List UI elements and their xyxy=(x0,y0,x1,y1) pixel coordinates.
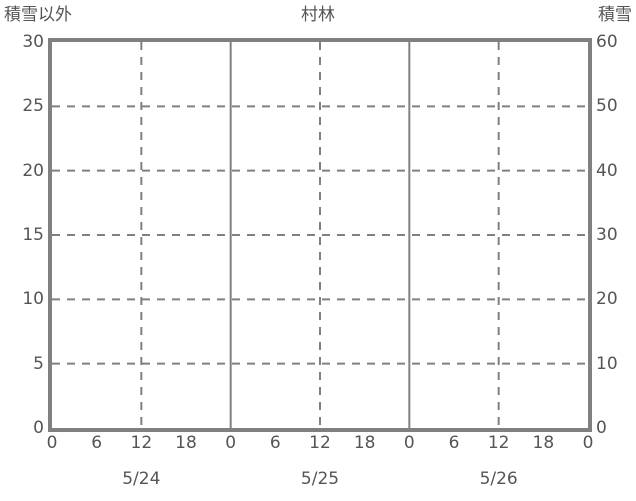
y-right-tick-label: 10 xyxy=(596,353,618,374)
x-date-label: 5/25 xyxy=(300,469,340,489)
x-hour-tick-label: 6 xyxy=(448,433,460,453)
grid-layer xyxy=(52,42,588,428)
gridlines xyxy=(52,42,588,428)
y-left-tick-label: 30 xyxy=(22,32,44,52)
x-hour-tick-label: 6 xyxy=(91,433,103,453)
y-right-tick-label: 0 xyxy=(596,418,607,438)
x-date-label: 5/26 xyxy=(479,469,518,489)
x-hour-tick-label: 0 xyxy=(46,433,58,453)
y-left-tick-label: 15 xyxy=(22,225,44,245)
chart-title: 村林 xyxy=(301,5,335,25)
x-hour-tick-label: 18 xyxy=(175,433,197,453)
y-left-tick-label: 20 xyxy=(22,160,44,181)
y-right-tick-label: 50 xyxy=(596,96,618,117)
x-hour-tick-label: 6 xyxy=(269,433,281,453)
x-hour-tick-label: 18 xyxy=(532,433,555,453)
y-right-tick-label: 20 xyxy=(596,289,618,310)
x-hour-tick-label: 12 xyxy=(130,433,153,453)
x-hour-tick-label: 12 xyxy=(309,433,331,453)
left-axis-tick-labels: 0 5 10 15 20 25 30 xyxy=(0,0,44,501)
y-right-tick-label: 30 xyxy=(596,225,618,245)
y-left-tick-label: 10 xyxy=(22,289,44,310)
x-hour-tick-label: 0 xyxy=(582,433,594,453)
right-axis-title: 積雪 xyxy=(598,5,632,25)
plot-area xyxy=(48,38,592,432)
x-axis-hour-labels: 0 6 12 18 0 6 12 18 0 6 12 18 0 xyxy=(0,0,636,452)
y-right-tick-label: 40 xyxy=(596,160,618,181)
x-hour-tick-label: 18 xyxy=(353,433,376,453)
left-axis-title: 積雪以外 xyxy=(4,5,72,25)
y-left-tick-label: 5 xyxy=(33,353,44,374)
y-left-tick-label: 25 xyxy=(22,96,44,117)
y-left-tick-label: 0 xyxy=(33,418,44,438)
x-hour-tick-label: 0 xyxy=(403,433,415,453)
x-axis-date-labels: 5/24 5/25 5/26 xyxy=(0,0,636,488)
y-right-tick-label: 60 xyxy=(596,32,618,52)
x-hour-tick-label: 12 xyxy=(487,433,510,453)
x-date-label: 5/24 xyxy=(122,469,161,489)
x-hour-tick-label: 0 xyxy=(225,433,237,453)
right-axis-tick-labels: 0 10 20 30 40 50 60 xyxy=(596,0,636,501)
